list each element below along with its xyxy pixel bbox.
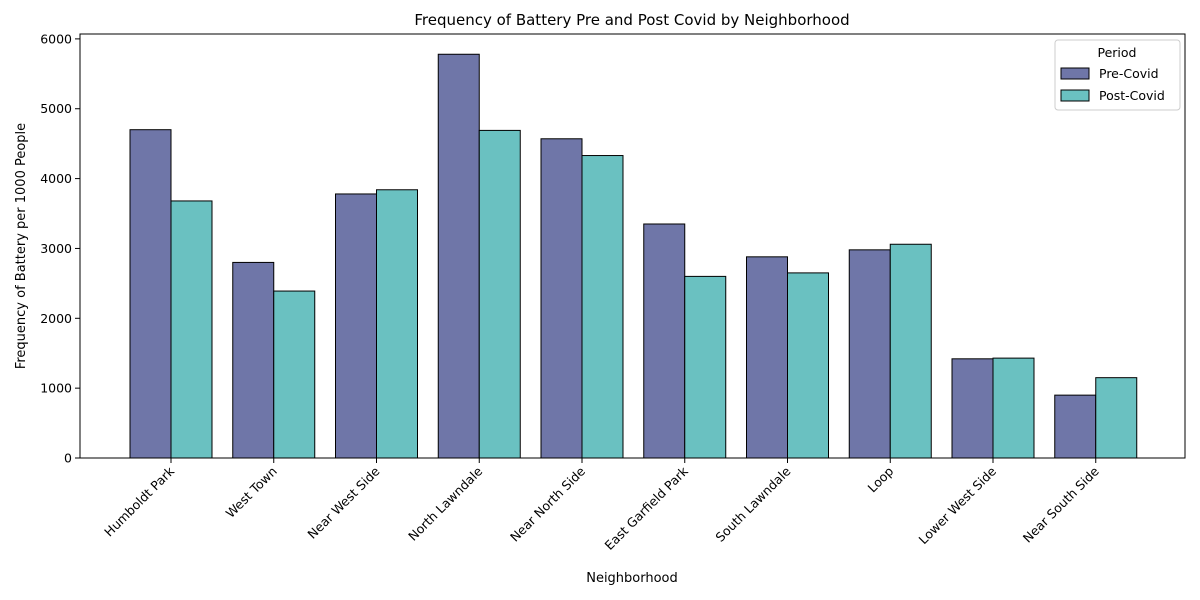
x-tick-label-humboldt-park: Humboldt Park — [101, 463, 177, 539]
y-tick-label: 4000 — [40, 171, 72, 186]
x-tick-label-loop: Loop — [865, 463, 897, 495]
y-tick-label: 5000 — [40, 101, 72, 116]
x-tick-label-south-lawndale: South Lawndale — [712, 463, 793, 544]
bar-post-covid-near-south-side — [1095, 377, 1138, 459]
bar-pre-covid-humboldt-park — [129, 129, 172, 459]
bar-pre-covid-near-west-side — [335, 193, 377, 459]
bar-post-covid-humboldt-park — [170, 200, 213, 459]
y-axis-title: Frequency of Battery per 1000 People — [14, 123, 29, 369]
plot-frame — [79, 33, 1186, 459]
chart-title: Frequency of Battery Pre and Post Covid … — [414, 11, 849, 29]
x-tick-label-north-lawndale: North Lawndale — [405, 463, 485, 543]
bar-pre-covid-loop — [848, 249, 891, 459]
y-tick-label: 2000 — [40, 311, 72, 326]
legend-swatch-pre-covid — [1060, 67, 1090, 80]
bar-pre-covid-near-north-side — [540, 138, 583, 459]
x-tick-label-lower-west-side: Lower West Side — [916, 463, 1000, 547]
bar-post-covid-near-north-side — [581, 155, 624, 459]
y-axis: 0 1000 2000 3000 4000 5000 6000 — [40, 31, 80, 466]
y-tick-label: 3000 — [40, 241, 72, 256]
bar-pre-covid-near-south-side — [1054, 394, 1097, 459]
y-tick-label: 0 — [64, 451, 72, 466]
x-tick-label-east-garfield-park: East Garfield Park — [601, 463, 691, 553]
bar-post-covid-near-west-side — [376, 189, 418, 459]
x-tick-label-near-north-side: Near North Side — [507, 463, 588, 544]
bars-group — [129, 53, 1138, 459]
bar-pre-covid-west-town — [232, 261, 275, 459]
bar-post-covid-west-town — [273, 290, 316, 459]
legend: Period Pre-Covid Post-Covid — [1054, 39, 1181, 111]
y-tick-label: 6000 — [40, 31, 72, 46]
bar-post-covid-east-garfield-park — [684, 275, 727, 459]
bar-post-covid-north-lawndale — [478, 129, 521, 459]
legend-label-pre-covid: Pre-Covid — [1099, 66, 1159, 81]
bar-post-covid-loop — [889, 243, 932, 459]
legend-label-post-covid: Post-Covid — [1099, 88, 1165, 103]
x-tick-label-near-south-side: Near South Side — [1020, 463, 1102, 545]
legend-title: Period — [1098, 45, 1137, 60]
y-tick-label: 1000 — [40, 381, 72, 396]
bar-post-covid-lower-west-side — [992, 357, 1035, 459]
x-axis-title: Neighborhood — [586, 571, 678, 586]
bar-pre-covid-north-lawndale — [437, 53, 480, 459]
x-tick-label-west-town: West Town — [223, 464, 280, 521]
bar-post-covid-south-lawndale — [787, 272, 829, 459]
bar-pre-covid-lower-west-side — [951, 358, 994, 459]
x-tick-label-near-west-side: Near West Side — [304, 463, 382, 541]
bar-pre-covid-east-garfield-park — [643, 223, 686, 459]
legend-swatch-post-covid — [1060, 89, 1090, 102]
x-axis: Humboldt Park West Town Near West Side Nort… — [101, 458, 1102, 553]
bar-pre-covid-south-lawndale — [746, 256, 788, 459]
